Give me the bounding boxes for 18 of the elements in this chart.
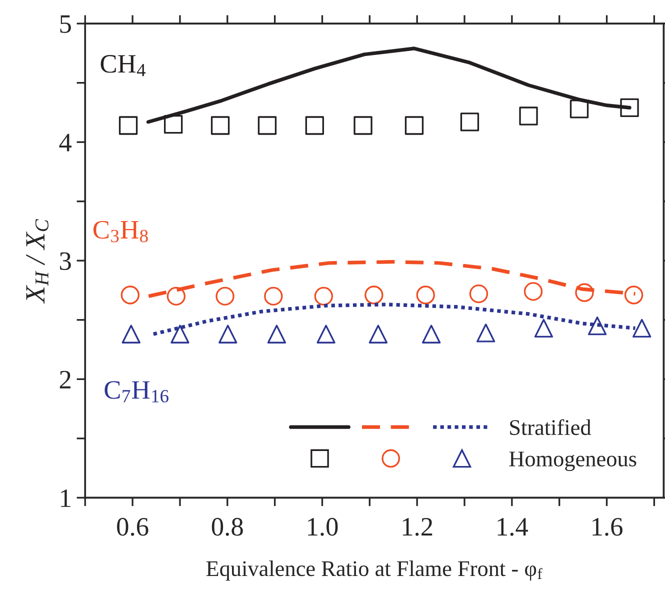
x-axis-title: Equivalence Ratio at Flame Front - φ$_{f}$	[206, 560, 542, 581]
annotation: C$_{3}$H$_{8}$	[93, 220, 148, 242]
y-tick-label: 1	[61, 489, 70, 507]
x-tick-label: 1.6	[592, 518, 622, 536]
x-tick-label: 1.0	[308, 518, 338, 536]
x-tick-label: 1.2	[402, 518, 432, 536]
x-tick-label: 1.4	[498, 518, 528, 536]
annotation: C$_{7}$H$_{16}$	[104, 381, 168, 402]
y-tick-label: 4	[59, 134, 72, 152]
legend-label: Homogeneous	[509, 452, 636, 472]
x-tick-label: 0.8	[212, 518, 243, 536]
x-tick-label: 0.6	[117, 518, 148, 536]
y-axis-title: X$_{H}$ / X$_{C}$	[26, 219, 48, 304]
legend-label: Stratified	[510, 419, 592, 436]
y-tick-label: 2	[60, 370, 70, 388]
y-tick-label: 5	[60, 15, 71, 33]
annotation: CH$_{4}$	[100, 55, 146, 76]
y-tick-label: 3	[60, 252, 71, 270]
